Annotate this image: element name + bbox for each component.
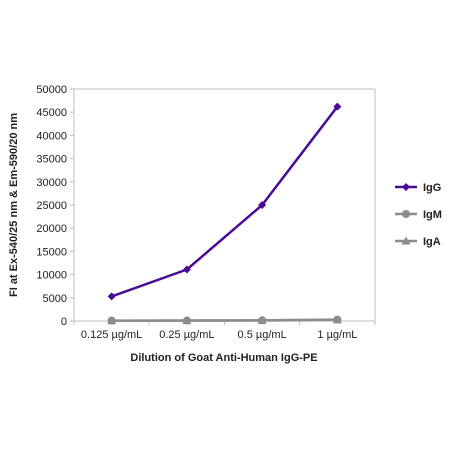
y-tick-label: 25000 <box>36 200 67 212</box>
x-tick-label: 0.125 µg/mL <box>81 329 142 341</box>
data-point-igm <box>182 316 191 325</box>
y-tick-label: 45000 <box>36 107 67 119</box>
series-line-igg <box>111 105 339 298</box>
legend-marker-igm <box>402 210 410 218</box>
x-tick-label: 1 µg/mL <box>317 329 357 341</box>
data-point-igg <box>182 265 191 274</box>
series-lines <box>111 105 339 322</box>
y-axis-title: FI at Ex-540/25 nm & Em-590/20 nm <box>8 113 20 297</box>
legend-label-iga: IgA <box>423 236 441 248</box>
y-axis: 0 5000 10000 15000 20000 25000 30000 35000 40000… <box>36 84 74 328</box>
x-axis: 0.125 µg/mL 0.25 µg/mL 0.5 µg/mL 1 µg/mL <box>73 321 376 341</box>
series-markers <box>107 102 342 325</box>
data-point-igg <box>333 102 342 111</box>
data-point-igm <box>258 316 267 325</box>
data-point-igg <box>107 292 116 301</box>
x-tick-label: 0.25 µg/mL <box>159 329 214 341</box>
y-tick-label: 30000 <box>36 177 67 189</box>
data-point-igm <box>333 315 342 324</box>
x-axis-title: Dilution of Goat Anti-Human IgG-PE <box>130 352 317 364</box>
y-tick-label: 15000 <box>36 246 67 258</box>
y-tick-label: 10000 <box>36 270 67 282</box>
y-tick-label: 50000 <box>36 84 67 96</box>
data-point-igm <box>107 316 116 325</box>
y-tick-label: 5000 <box>43 293 67 305</box>
legend-marker-iga <box>401 236 411 245</box>
y-tick-label: 0 <box>61 316 67 328</box>
legend-label-igg: IgG <box>423 182 441 194</box>
legend: IgG IgM IgA <box>395 182 442 248</box>
y-tick-label: 40000 <box>36 130 67 142</box>
series-line-igm <box>111 318 338 322</box>
legend-marker-igg <box>402 183 410 191</box>
x-tick-label: 0.5 µg/mL <box>238 329 287 341</box>
y-tick-label: 20000 <box>36 223 67 235</box>
legend-label-igm: IgM <box>423 209 442 221</box>
plot-area <box>73 88 376 322</box>
y-tick-label: 35000 <box>36 154 67 166</box>
data-point-igg <box>258 201 267 209</box>
